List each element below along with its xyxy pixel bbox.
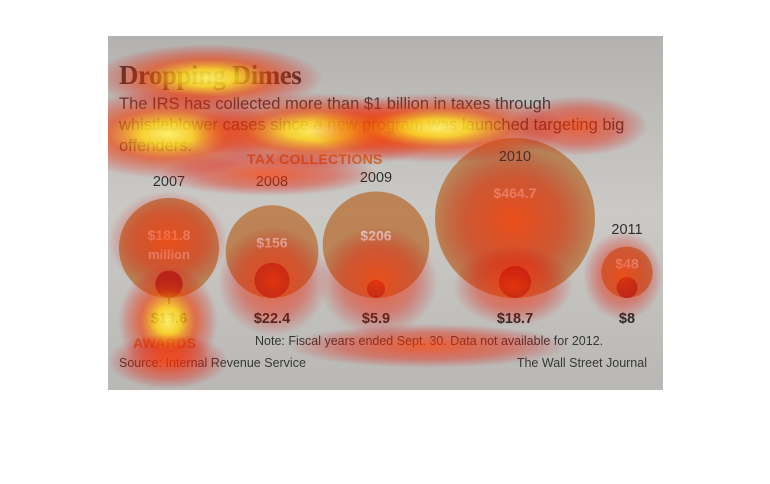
collection-value-label-2010: $464.7 xyxy=(494,185,537,201)
year-label-2009: 2009 xyxy=(360,170,392,186)
infographic-panel: 2007 $181.8 million $13.6 2008 $156 $22.4 2009 $… xyxy=(108,36,663,390)
award-value-label-2010: $18.7 xyxy=(497,311,533,327)
tax-collections-header: TAX COLLECTIONS xyxy=(247,151,383,167)
chart-subtitle: The IRS has collected more than $1 billi… xyxy=(119,95,625,155)
source-line: Source: Internal Revenue Service xyxy=(119,356,306,370)
award-bubble-2011 xyxy=(616,277,638,298)
footnote: Note: Fiscal years ended Sept. 30. Data … xyxy=(255,334,604,348)
award-bubble-2008 xyxy=(254,262,290,298)
collection-unit-label-2007: million xyxy=(148,247,190,262)
award-value-label-2007: $13.6 xyxy=(151,311,187,327)
year-label-2007: 2007 xyxy=(153,174,185,190)
publisher-credit: The Wall Street Journal xyxy=(516,356,647,370)
award-value-label-2008: $22.4 xyxy=(254,311,290,327)
award-value-label-2011: $8 xyxy=(619,311,635,327)
collection-value-label-2008: $156 xyxy=(256,235,287,251)
collection-value-label-2011: $48 xyxy=(615,255,639,271)
chart-title: Dropping Dimes xyxy=(119,60,302,90)
awards-header: AWARDS xyxy=(133,335,197,351)
collection-value-label-2007: $181.8 xyxy=(148,227,191,243)
award-bubble-2009 xyxy=(366,279,386,298)
award-bubble-2007 xyxy=(155,270,183,298)
award-bubble-2010 xyxy=(498,265,532,298)
award-value-label-2009: $5.9 xyxy=(362,311,390,327)
year-label-2008: 2008 xyxy=(256,174,288,190)
year-label-2011: 2011 xyxy=(611,222,642,238)
collection-value-label-2009: $206 xyxy=(360,228,391,244)
